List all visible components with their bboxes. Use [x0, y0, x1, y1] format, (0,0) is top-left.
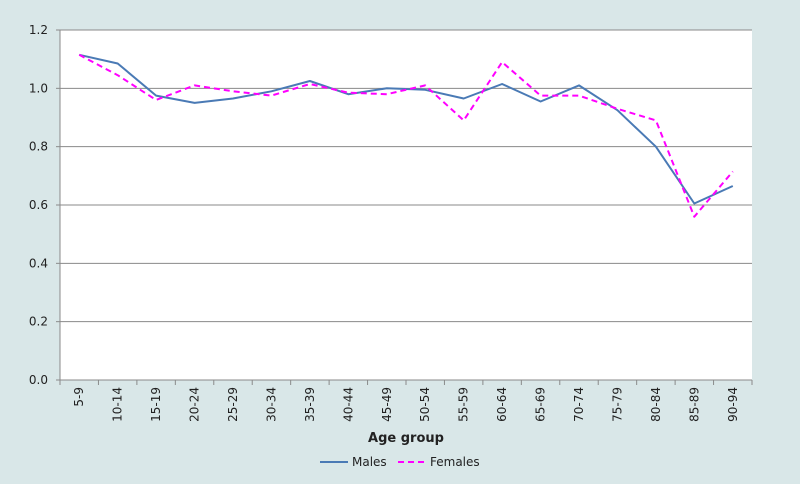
x-tick-label: 60-64: [495, 387, 509, 422]
y-tick-label: 0.4: [29, 256, 48, 270]
x-tick-label: 40-44: [341, 387, 355, 422]
data-point-males: [731, 184, 735, 188]
series-line-females: [78, 53, 734, 218]
y-tick-label: 0.6: [29, 198, 48, 212]
x-tick-label: 20-24: [188, 387, 202, 422]
data-point-males: [692, 202, 696, 206]
y-tick-label: 1.2: [29, 23, 48, 37]
x-tick-label: 45-49: [380, 387, 394, 422]
y-tick-label: 1.0: [29, 81, 48, 95]
data-point-females: [269, 94, 273, 98]
x-tick-label: 15-19: [149, 387, 163, 422]
data-point-females: [692, 215, 696, 219]
data-point-females: [462, 118, 466, 122]
gridlines: [60, 29, 752, 323]
x-axis-title: Age group: [368, 431, 444, 446]
data-point-females: [577, 94, 581, 98]
x-tick-label: 35-39: [303, 387, 317, 422]
x-tick-label: 85-89: [687, 387, 701, 422]
data-point-females: [231, 89, 235, 93]
data-point-females: [423, 83, 427, 87]
data-point-females: [77, 53, 81, 57]
data-point-females: [308, 82, 312, 86]
axes: 0.0 0.2 0.4 0.6 0.8 1.0 1.2 5-9 10-14 15-19 20-24 2…: [29, 23, 753, 422]
x-tick-label: 55-59: [457, 387, 471, 422]
data-point-females: [615, 107, 619, 111]
x-tick-label: 10-14: [111, 387, 125, 422]
x-tick-label: 75-79: [610, 387, 624, 422]
data-point-females: [154, 98, 158, 102]
x-tick-label: 30-34: [264, 387, 278, 422]
data-point-males: [116, 62, 120, 66]
data-point-males: [154, 94, 158, 98]
data-point-males: [269, 89, 273, 93]
data-point-females: [346, 91, 350, 95]
data-point-males: [500, 82, 504, 86]
x-tick-label: 70-74: [572, 387, 586, 422]
legend-label-females: Females: [430, 455, 480, 469]
data-point-males: [385, 86, 389, 90]
legend-label-males: Males: [352, 455, 387, 469]
data-point-females: [500, 60, 504, 64]
x-tick-label: 90-94: [726, 387, 740, 422]
y-tick-label: 0.0: [29, 373, 48, 387]
data-point-males: [539, 99, 543, 103]
legend: Males Females: [320, 455, 480, 469]
y-tick-label: 0.8: [29, 140, 48, 154]
data-point-females: [539, 94, 543, 98]
data-point-females: [116, 73, 120, 77]
data-point-females: [731, 169, 735, 173]
data-point-males: [462, 97, 466, 101]
data-point-males: [423, 88, 427, 92]
x-tick-label: 25-29: [226, 387, 240, 422]
data-point-males: [654, 145, 658, 149]
x-tick-label: 50-54: [418, 387, 432, 422]
x-tick-label: 80-84: [649, 387, 663, 422]
y-tick-label: 0.2: [29, 315, 48, 329]
data-point-females: [193, 83, 197, 87]
series-lines: [77, 53, 735, 219]
data-point-males: [577, 83, 581, 87]
data-point-males: [231, 97, 235, 101]
data-point-males: [193, 101, 197, 105]
x-tick-label: 5-9: [72, 387, 86, 407]
data-point-females: [654, 118, 658, 122]
x-tick-label: 65-69: [534, 387, 548, 422]
data-point-females: [385, 92, 389, 96]
